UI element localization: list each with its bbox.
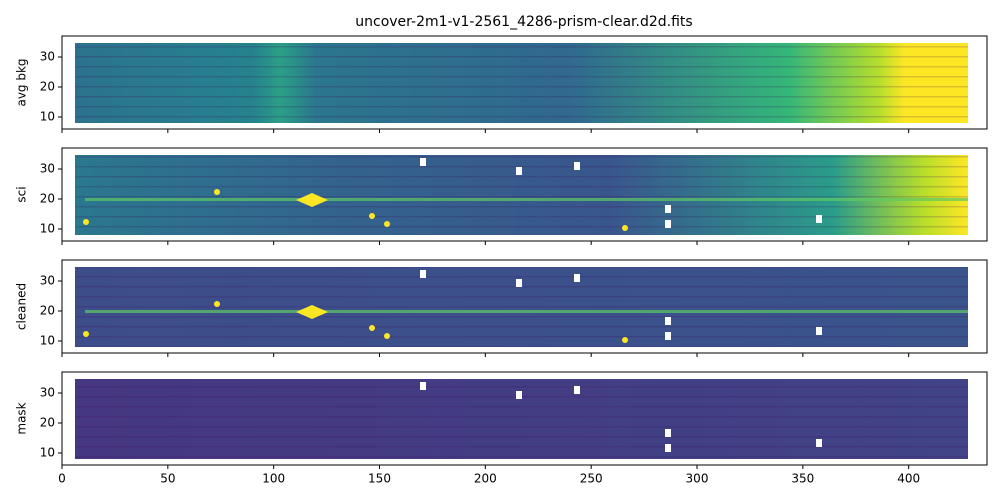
y-tick-label: 30 <box>40 162 55 176</box>
hot-pixel <box>622 225 628 231</box>
trace <box>85 310 968 313</box>
y-axis-label: mask <box>15 402 29 434</box>
masked-pixel <box>420 158 426 166</box>
x-tick-label: 300 <box>686 472 709 486</box>
masked-pixel <box>420 382 426 390</box>
hot-pixel <box>369 213 375 219</box>
masked-pixel <box>816 327 822 335</box>
axes-frame <box>61 147 988 242</box>
x-tick-label: 350 <box>791 472 814 486</box>
y-tick-label: 30 <box>40 274 55 288</box>
trace <box>85 198 968 201</box>
x-tick-label: 400 <box>897 472 920 486</box>
y-axis-label: sci <box>15 186 29 202</box>
masked-pixel <box>665 205 671 213</box>
axes-frame <box>61 35 988 130</box>
image-rows <box>75 43 968 123</box>
masked-pixel <box>574 386 580 394</box>
masked-pixel <box>516 391 522 399</box>
hot-pixel <box>214 301 220 307</box>
masked-pixel <box>516 279 522 287</box>
masked-pixel <box>665 429 671 437</box>
x-tick-label: 0 <box>58 472 66 486</box>
hot-pixel <box>214 189 220 195</box>
y-tick-label: 10 <box>40 334 55 348</box>
x-tick-label: 200 <box>474 472 497 486</box>
masked-pixel <box>665 444 671 452</box>
masked-pixel <box>665 317 671 325</box>
y-tick-label: 20 <box>40 80 55 94</box>
hot-pixel <box>83 331 89 337</box>
x-tick-label: 100 <box>262 472 285 486</box>
hot-pixel <box>384 333 390 339</box>
masked-pixel <box>574 162 580 170</box>
hot-pixel <box>83 219 89 225</box>
hot-pixel <box>384 221 390 227</box>
chart-title: uncover-2m1-v1-2561_4286-prism-clear.d2d… <box>355 14 692 30</box>
masked-pixel <box>665 332 671 340</box>
masked-pixel <box>516 167 522 175</box>
hot-pixel <box>622 337 628 343</box>
y-tick-label: 20 <box>40 192 55 206</box>
y-tick-label: 30 <box>40 386 55 400</box>
masked-pixel <box>816 439 822 447</box>
y-axis-label: avg bkg <box>15 58 29 106</box>
y-tick-label: 10 <box>40 222 55 236</box>
masked-pixel <box>816 215 822 223</box>
source <box>296 193 328 207</box>
y-tick-label: 20 <box>40 304 55 318</box>
axes-frame <box>61 259 988 354</box>
x-tick-label: 250 <box>580 472 603 486</box>
y-tick-label: 10 <box>40 110 55 124</box>
source <box>296 305 328 319</box>
masked-pixel <box>665 220 671 228</box>
axes-frame <box>61 371 988 466</box>
y-tick-label: 20 <box>40 416 55 430</box>
y-tick-label: 30 <box>40 50 55 64</box>
x-tick-label: 50 <box>160 472 175 486</box>
x-tick-label: 150 <box>368 472 391 486</box>
y-tick-label: 10 <box>40 446 55 460</box>
masked-pixel <box>420 270 426 278</box>
hot-pixel <box>369 325 375 331</box>
masked-pixel <box>574 274 580 282</box>
y-axis-label: cleaned <box>15 283 29 330</box>
